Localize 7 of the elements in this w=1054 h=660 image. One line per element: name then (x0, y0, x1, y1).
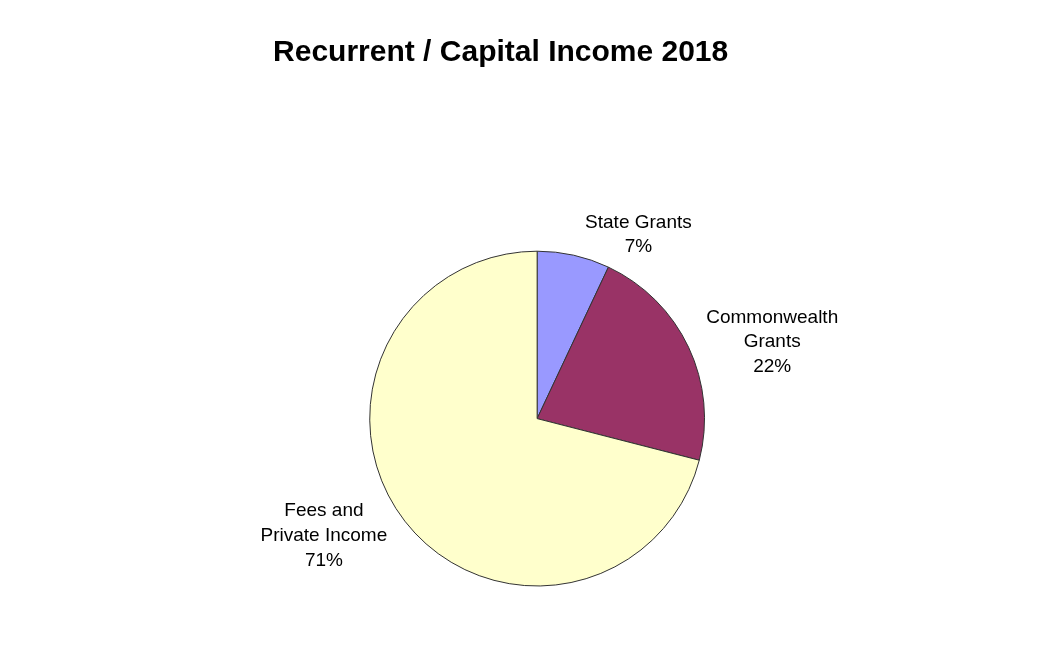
slice-label: Fees and Private Income (260, 499, 388, 545)
slice-label: State Grants (585, 210, 692, 232)
data-label: 71% (304, 548, 344, 570)
data-label: 22% (753, 355, 792, 377)
chart-title: Recurrent / Capital Income 2018 (273, 33, 729, 67)
slice-label: Commonwealth Grants (706, 305, 839, 352)
data-label: 7% (624, 235, 653, 257)
